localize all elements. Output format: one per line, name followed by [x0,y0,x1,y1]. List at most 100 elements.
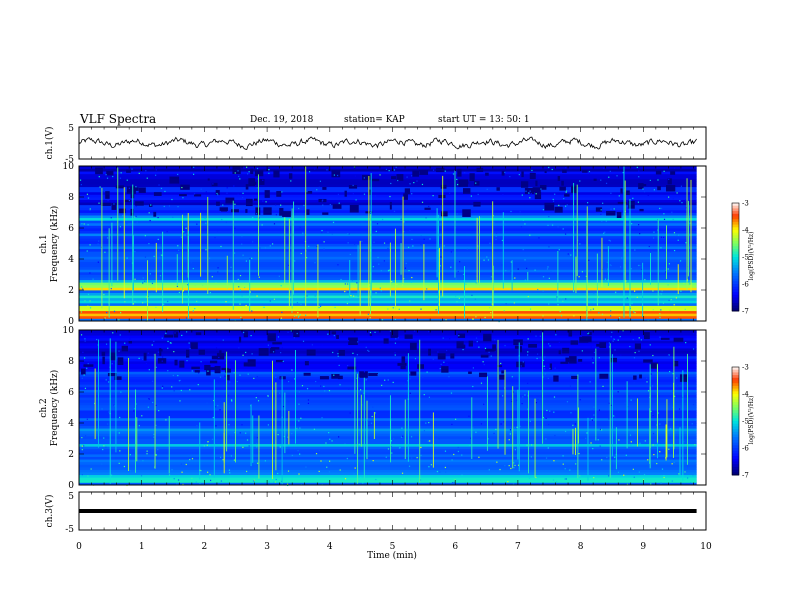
spectrogram-speckle [280,317,282,319]
spectrogram-speckle [140,475,143,477]
spectrogram-low-power-patch [276,191,282,197]
spectrogram-speckle [164,190,166,193]
spectrogram-speckle [280,204,282,206]
spectrogram-speckle [384,379,386,381]
spectrogram-low-power-patch [128,341,132,344]
spectrogram-speckle [118,432,120,434]
spectrogram-low-power-patch [173,331,179,338]
colorbar-segment [732,391,739,395]
spectrogram-speckle [387,448,390,450]
spectrogram-low-power-patch [138,187,146,193]
spectrogram-speckle [215,425,217,427]
spectrogram-speckle [496,461,498,463]
colorbar-segment [732,418,739,422]
spectrogram-band [79,173,697,177]
spectrogram-speckle [207,471,209,473]
spectrogram-speckle [381,319,384,321]
spectrogram-speckle [403,231,405,233]
spectrogram-speckle [588,171,591,173]
spectrogram-band [79,186,697,190]
spectrogram-speckle [504,465,506,467]
spectrogram-speckle [420,446,422,449]
spectrogram-speckle [242,446,244,448]
spectrogram-speckle [633,382,635,384]
spectrogram-band [79,290,697,293]
ch1-colorbar-gradient [731,202,740,312]
spectrogram-speckle [84,338,86,340]
spectrogram-speckle [542,209,545,211]
spectrogram-speckle [463,319,465,321]
spectrogram-speckle [191,370,193,372]
spectrogram-speckle [559,310,561,313]
spectrogram-low-power-patch [633,375,637,380]
spectrogram-speckle [119,416,121,419]
spectrogram-speckle [148,242,150,245]
spectrogram-speckle [251,353,253,355]
spectrogram-low-power-patch [479,372,488,378]
spectrogram-speckle [445,319,447,321]
spectrogram-band [79,178,697,182]
spectrogram-low-power-patch [250,168,254,175]
spectrogram-low-power-patch [468,340,473,347]
spectrogram-speckle [669,309,671,311]
time-tick-label: 2 [202,542,208,552]
spectrogram-speckle [365,346,367,348]
spectrogram-speckle [157,238,159,241]
spectrogram-speckle [179,379,181,382]
spectrogram-low-power-patch [179,360,185,368]
spectrogram-speckle [277,336,280,338]
colorbar-segment [732,380,739,384]
spectrogram-low-power-patch [331,374,340,379]
spectrogram-speckle [555,481,558,483]
spectrogram-speckle [619,166,621,168]
spectrogram-low-power-patch [639,374,642,379]
spectrogram-speckle [410,175,413,177]
spectrogram-speckle [145,170,147,172]
spectrogram-speckle [634,352,636,354]
spectrogram-speckle [337,353,339,355]
spectrogram-speckle [320,460,322,462]
ch1-colorbar-label: log(PSD)(V²/Hz) [748,232,755,281]
spectrogram-speckle [548,343,550,345]
spectrogram-speckle [256,376,258,378]
spectrogram-speckle [367,313,369,315]
spectrogram-speckle [153,354,155,356]
spectrogram-speckle [637,201,640,203]
spectrogram-speckle [439,367,441,370]
spectrogram-speckle [501,264,503,266]
spectrogram-speckle [168,474,171,476]
spectrogram-speckle [81,445,83,447]
colorbar-segment [732,437,739,441]
spectrogram-speckle [390,446,392,448]
spectrogram-speckle [430,464,433,466]
spectrogram-speckle [580,393,582,395]
spectrogram-speckle [249,291,251,293]
spectrogram-speckle [279,479,282,481]
spectrogram-speckle [98,176,100,178]
colorbar-segment [732,450,739,454]
spectrogram-speckle [493,432,495,435]
spectrogram-band [79,282,697,286]
spectrogram-band [79,355,697,359]
spectrogram-speckle [209,445,211,447]
spectrogram-speckle [647,194,649,196]
spectrogram-speckle [89,293,91,295]
spectrogram-speckle [677,385,679,387]
spectrogram-speckle [676,377,678,379]
spectrogram-speckle [186,331,188,333]
spectrogram-speckle [193,173,195,175]
spectrogram-speckle [200,469,202,472]
spectrogram-speckle [483,403,485,405]
spectrogram-speckle [676,234,678,236]
spectrogram-speckle [679,200,681,202]
spectrogram-speckle [207,441,209,443]
frequency-tick-label: 8 [68,357,74,367]
time-axis-tick-labels: 0 1 2 3 4 5 6 7 8 9 10 [76,542,712,552]
spectrogram-speckle [632,468,634,470]
spectrogram-low-power-patch [225,197,235,204]
spectrogram-speckle [122,215,124,217]
spectrogram-speckle [151,282,154,285]
spectrogram-speckle [363,371,366,373]
